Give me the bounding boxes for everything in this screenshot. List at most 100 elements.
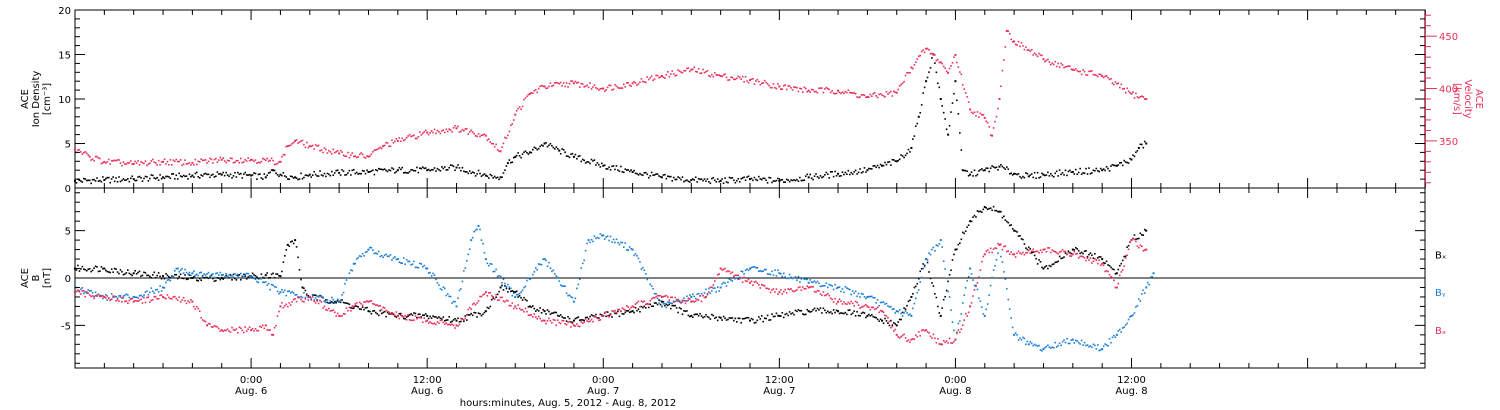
data-sample bbox=[436, 129, 439, 132]
data-sample bbox=[134, 179, 136, 182]
data-sample bbox=[774, 291, 776, 293]
data-sample bbox=[636, 172, 638, 175]
data-sample bbox=[135, 296, 138, 299]
data-sample bbox=[915, 334, 917, 336]
data-sample bbox=[970, 302, 973, 304]
data-sample bbox=[677, 300, 679, 303]
data-sample bbox=[380, 308, 383, 311]
data-sample bbox=[741, 270, 744, 273]
data-sample bbox=[432, 131, 434, 134]
data-sample bbox=[941, 246, 944, 248]
data-sample bbox=[119, 180, 122, 183]
data-sample bbox=[869, 308, 872, 311]
data-sample bbox=[912, 307, 914, 310]
data-sample bbox=[394, 140, 396, 143]
data-sample bbox=[552, 269, 555, 272]
data-sample bbox=[762, 320, 765, 323]
data-sample bbox=[782, 181, 785, 183]
data-sample bbox=[1086, 257, 1089, 260]
data-sample bbox=[1045, 265, 1048, 267]
data-sample bbox=[423, 317, 426, 319]
data-sample bbox=[570, 153, 572, 156]
data-sample bbox=[207, 173, 210, 176]
data-sample bbox=[193, 176, 195, 178]
data-sample bbox=[540, 320, 543, 322]
data-sample bbox=[184, 175, 186, 178]
data-sample bbox=[963, 319, 966, 321]
data-sample bbox=[664, 304, 666, 307]
data-sample bbox=[1089, 172, 1092, 175]
data-sample bbox=[913, 286, 916, 289]
data-sample bbox=[369, 171, 371, 173]
data-sample bbox=[197, 307, 200, 310]
data-sample bbox=[642, 306, 644, 309]
data-sample bbox=[876, 96, 879, 99]
data-sample bbox=[1004, 219, 1007, 221]
data-sample bbox=[565, 292, 568, 295]
data-sample bbox=[1028, 246, 1030, 249]
data-sample bbox=[81, 290, 84, 292]
data-sample bbox=[556, 319, 559, 321]
data-sample bbox=[392, 168, 395, 170]
data-point bbox=[338, 171, 341, 174]
data-sample bbox=[460, 320, 462, 323]
data-sample bbox=[624, 168, 627, 170]
data-sample bbox=[1143, 249, 1146, 252]
data-sample bbox=[537, 315, 540, 318]
data-sample bbox=[727, 281, 729, 283]
data-sample bbox=[906, 304, 908, 307]
data-sample bbox=[744, 269, 747, 272]
data-sample bbox=[728, 176, 731, 179]
data-sample bbox=[713, 280, 716, 282]
data-sample bbox=[298, 141, 301, 143]
data-sample bbox=[213, 276, 216, 279]
data-sample bbox=[628, 246, 631, 248]
data-point bbox=[925, 329, 928, 332]
data-point bbox=[925, 258, 928, 261]
data-sample bbox=[336, 150, 339, 152]
data-sample bbox=[1010, 224, 1012, 226]
data-sample bbox=[218, 277, 220, 279]
data-sample bbox=[1008, 173, 1011, 175]
data-point bbox=[103, 160, 106, 163]
data-sample bbox=[1055, 346, 1058, 348]
data-sample bbox=[433, 316, 436, 318]
data-sample bbox=[452, 126, 455, 129]
top-y-tick-label: 20 bbox=[58, 6, 71, 17]
data-sample bbox=[664, 302, 666, 305]
data-sample bbox=[922, 92, 924, 94]
data-sample bbox=[813, 307, 816, 310]
data-sample bbox=[464, 315, 467, 317]
data-sample bbox=[587, 86, 590, 89]
data-sample bbox=[392, 312, 395, 315]
data-sample bbox=[846, 91, 848, 94]
data-sample bbox=[207, 277, 210, 280]
data-sample bbox=[533, 146, 536, 149]
data-sample bbox=[617, 241, 619, 244]
data-sample bbox=[888, 161, 891, 163]
data-sample bbox=[508, 130, 511, 133]
data-sample bbox=[713, 317, 716, 320]
data-point bbox=[704, 295, 707, 298]
data-sample bbox=[765, 81, 767, 84]
data-sample bbox=[141, 161, 144, 164]
data-sample bbox=[78, 179, 81, 182]
data-sample bbox=[182, 296, 185, 299]
data-sample bbox=[215, 279, 217, 282]
data-sample bbox=[113, 295, 116, 298]
data-sample bbox=[102, 295, 104, 297]
data-sample bbox=[870, 314, 873, 316]
data-sample bbox=[615, 311, 618, 314]
data-sample bbox=[973, 284, 976, 287]
data-sample bbox=[771, 270, 773, 273]
data-sample bbox=[303, 292, 305, 294]
data-sample bbox=[260, 160, 263, 163]
data-sample bbox=[815, 309, 817, 312]
data-point bbox=[264, 176, 267, 179]
data-sample bbox=[733, 78, 735, 81]
data-sample bbox=[565, 155, 568, 157]
top-y-tick-label: 15 bbox=[58, 51, 71, 62]
data-sample bbox=[163, 158, 166, 161]
data-sample bbox=[915, 125, 917, 127]
data-sample bbox=[232, 161, 235, 164]
